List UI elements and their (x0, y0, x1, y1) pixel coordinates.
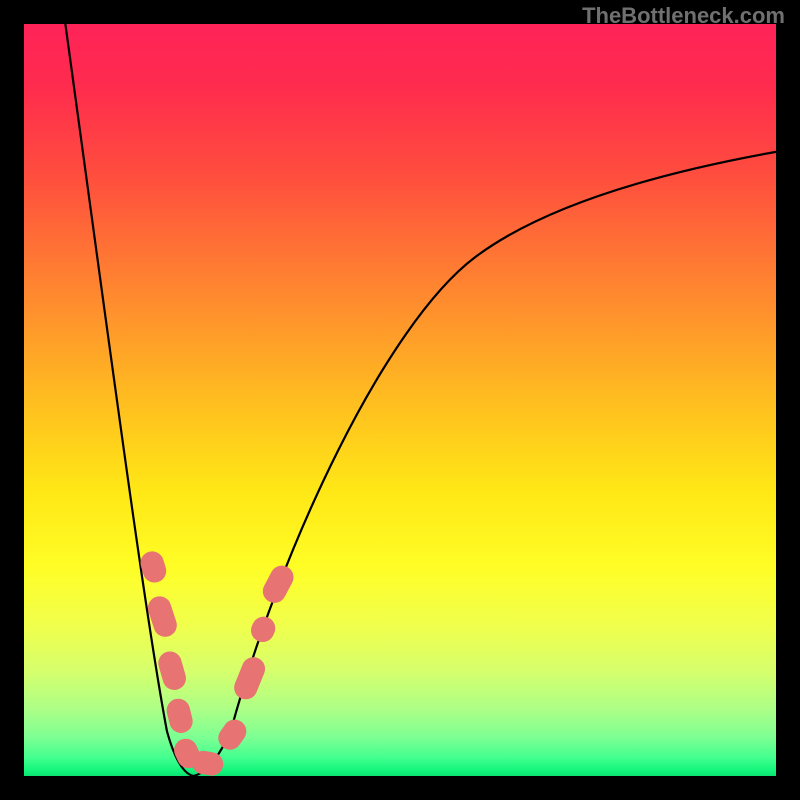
watermark-text: TheBottleneck.com (582, 3, 785, 29)
plot-svg (24, 24, 776, 776)
plot-area (24, 24, 776, 776)
gradient-background (24, 24, 776, 776)
